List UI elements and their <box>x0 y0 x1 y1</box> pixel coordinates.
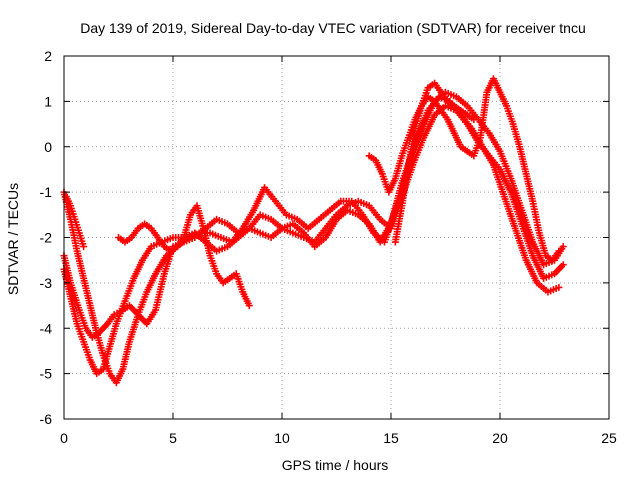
data-point <box>555 283 563 291</box>
data-point <box>470 116 478 124</box>
y-tick-label: -3 <box>40 275 53 291</box>
axis-ticks: 0 5 10 15 20 25 -6 -5 -4 -3 -2 -1 0 1 2 <box>40 48 617 446</box>
y-tick-label: -5 <box>40 366 53 382</box>
grid-lines <box>64 56 609 419</box>
x-tick-label: 15 <box>383 430 399 446</box>
series-track-g <box>62 193 88 251</box>
data-point <box>555 247 563 255</box>
data-point <box>559 243 567 251</box>
data-points <box>60 75 567 387</box>
y-tick-label: 1 <box>44 93 52 109</box>
series-track-d <box>365 75 563 264</box>
data-point <box>559 261 567 269</box>
y-tick-label: -4 <box>40 320 53 336</box>
x-tick-label: 0 <box>60 430 68 446</box>
data-point <box>245 302 253 310</box>
series-track-e <box>115 202 253 310</box>
chart-title: Day 139 of 2019, Sidereal Day-to-day VTE… <box>80 20 586 36</box>
x-tick-label: 20 <box>492 430 508 446</box>
series-track-c <box>60 93 563 387</box>
y-axis-label: SDTVAR / TECUs <box>5 183 21 295</box>
x-tick-label: 25 <box>601 430 617 446</box>
y-tick-label: -6 <box>40 411 53 427</box>
x-axis-label: GPS time / hours <box>282 457 389 473</box>
data-point <box>80 243 88 251</box>
x-tick-label: 10 <box>274 430 290 446</box>
y-tick-label: -1 <box>40 184 53 200</box>
y-tick-label: 2 <box>44 48 52 64</box>
y-tick-label: -2 <box>40 230 53 246</box>
y-tick-label: 0 <box>44 139 52 155</box>
x-tick-label: 5 <box>169 430 177 446</box>
series-track-f <box>391 79 478 246</box>
